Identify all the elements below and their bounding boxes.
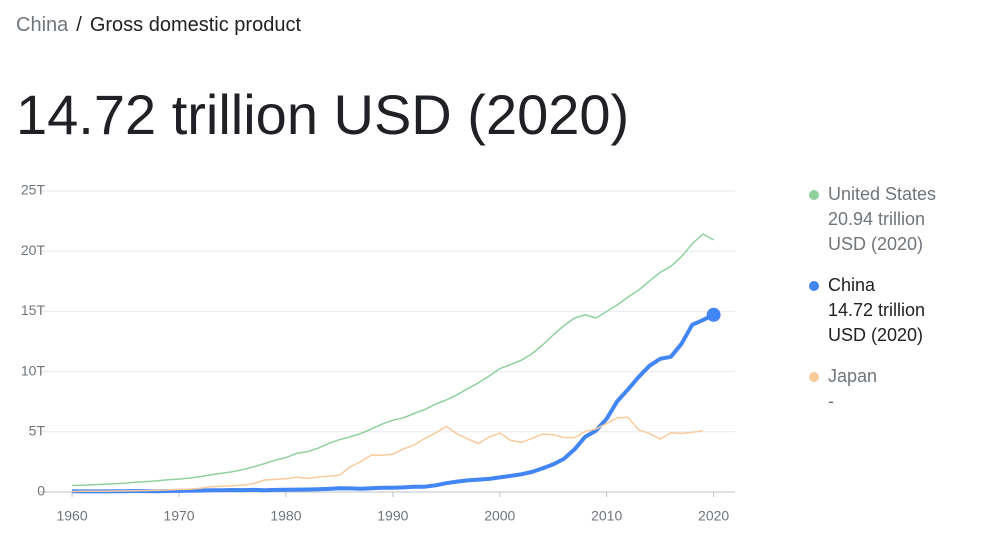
x-tick-label: 2000 <box>484 508 515 524</box>
series-line <box>72 416 704 493</box>
legend-value: - <box>828 391 834 411</box>
legend-name: Japan <box>828 366 878 386</box>
series-line <box>72 233 714 487</box>
series-line <box>72 313 715 494</box>
breadcrumb-current: Gross domestic product <box>89 14 302 36</box>
breadcrumb: China / Gross domestic product <box>16 14 309 37</box>
legend-dot <box>809 190 819 200</box>
x-tick-label: 1990 <box>377 508 408 524</box>
x-tick-label: 1960 <box>56 508 87 524</box>
y-tick-label: 25T <box>21 182 46 198</box>
chart: 0 5T 10T 15T 20T 25T 1960 1970 1980 1990 2000 2010 2… <box>21 182 735 524</box>
y-tick-label: 20T <box>21 242 46 258</box>
y-tick-label: 0 <box>37 483 45 499</box>
y-tick-label: 5T <box>29 423 46 439</box>
headline: 14.72 trillion USD (2020) <box>16 83 630 146</box>
breadcrumb-parent[interactable]: China <box>16 14 69 36</box>
x-tick-label: 1970 <box>163 508 194 524</box>
legend-value: 14.72 trillion USD (2020) <box>828 300 926 345</box>
legend-name: United States <box>828 184 937 204</box>
y-tick-label: 15T <box>21 302 46 318</box>
legend-name: China <box>828 275 876 295</box>
legend-value: 20.94 trillion USD (2020) <box>828 209 926 254</box>
highlight-point <box>706 307 721 322</box>
legend-item[interactable]: China 14.72 trillion USD (2020) <box>805 273 975 348</box>
legend-item[interactable]: Japan - <box>805 364 975 414</box>
y-tick-label: 10T <box>21 362 46 378</box>
legend: United States 20.94 trillion USD (2020) Ch… <box>805 182 975 430</box>
legend-item[interactable]: United States 20.94 trillion USD (2020) <box>805 182 975 257</box>
breadcrumb-separator: / <box>76 14 82 36</box>
x-tick-label: 2010 <box>591 508 622 524</box>
legend-dot <box>809 281 819 291</box>
legend-dot <box>809 372 819 382</box>
x-tick-label: 1980 <box>270 508 301 524</box>
x-tick-label: 2020 <box>698 508 729 524</box>
